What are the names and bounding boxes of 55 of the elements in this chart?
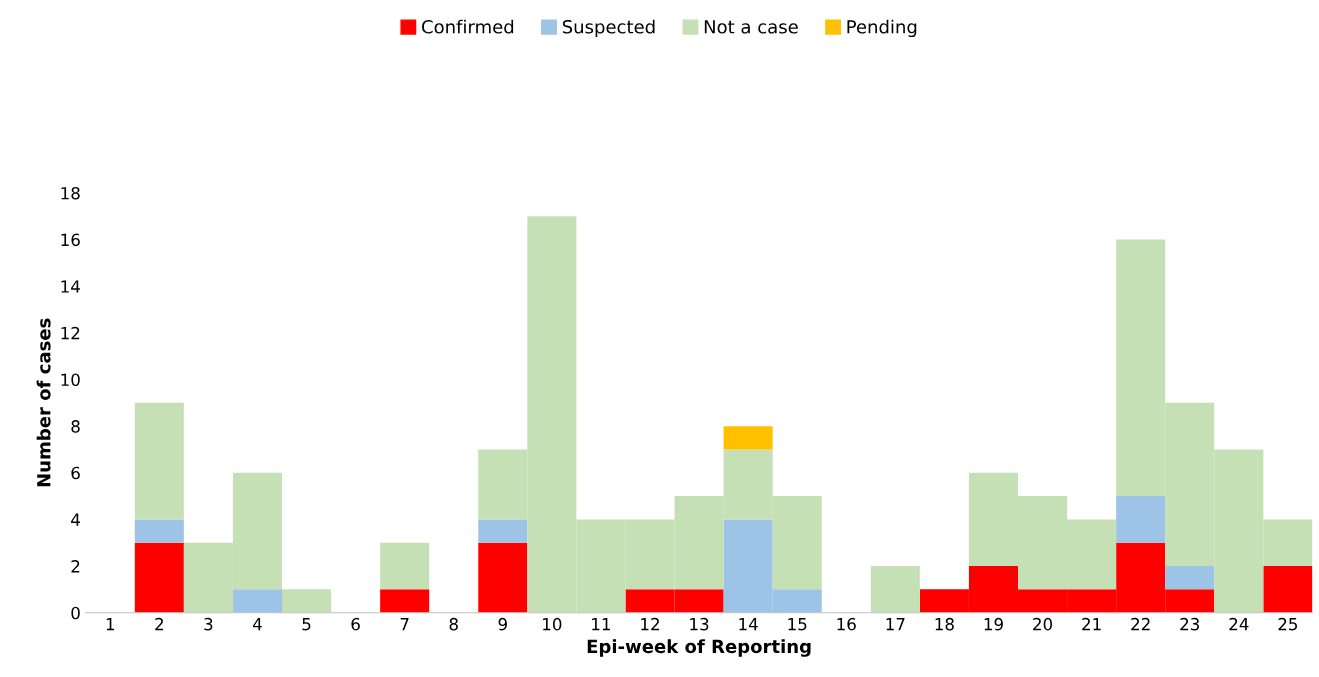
y-tick-label: 16: [61, 233, 80, 247]
bar: [870, 566, 920, 613]
x-tick-label: 2: [155, 617, 163, 631]
bar: [134, 402, 184, 520]
y-axis-title: Number of cases: [36, 318, 51, 487]
x-tick-label: 22: [1131, 617, 1150, 631]
x-tick-label: 20: [1033, 617, 1053, 631]
bar: [380, 542, 430, 590]
x-tick-label: 19: [984, 617, 1003, 631]
x-tick-label: 8: [449, 617, 458, 631]
x-tick-label: 17: [886, 618, 905, 631]
x-tick-label: 4: [252, 618, 262, 631]
bar: [478, 519, 528, 543]
bar: [380, 589, 430, 613]
y-tick-label: 18: [61, 186, 80, 200]
y-tick-label: 4: [71, 513, 80, 526]
y-tick-label: 2: [71, 560, 80, 573]
x-tick-label: 11: [592, 618, 610, 631]
bar: [1165, 566, 1215, 590]
y-tick-label: 10: [61, 373, 80, 387]
x-tick-label: 16: [837, 617, 856, 631]
bar: [134, 542, 184, 613]
x-tick-label: 5: [302, 618, 311, 631]
bar: [232, 589, 282, 613]
x-tick-label: 6: [351, 617, 360, 631]
bar: [478, 542, 528, 613]
bar: [1116, 496, 1166, 543]
x-tick-label: 10: [543, 617, 562, 631]
x-tick-label: 23: [1180, 617, 1200, 631]
x-tick-label: 24: [1229, 617, 1249, 631]
x-tick-label: 13: [690, 617, 709, 631]
legend-label: Not a case: [704, 20, 798, 34]
x-tick-label: 7: [400, 618, 409, 631]
x-tick-label: 3: [204, 617, 213, 631]
bar: [1263, 566, 1313, 613]
x-tick-label: 12: [641, 617, 659, 631]
y-tick-label: 12: [61, 326, 80, 340]
x-tick-label: 25: [1278, 617, 1298, 631]
y-tick-label: 14: [61, 280, 80, 293]
y-tick-label: 6: [71, 466, 80, 480]
x-tick-label: 1: [106, 618, 115, 631]
x-tick-label: 18: [935, 617, 954, 631]
x-axis-title: Epi-week of Reporting: [587, 639, 811, 657]
x-tick-label: 15: [788, 618, 807, 631]
bar: [282, 589, 332, 613]
bar: [723, 426, 773, 450]
y-tick-label: 8: [71, 420, 80, 433]
x-tick-label: 14: [739, 618, 758, 631]
x-tick-label: 21: [1082, 617, 1101, 631]
legend-label: Confirmed: [422, 19, 514, 34]
legend-label: Suspected: [562, 19, 655, 38]
y-tick-label: 0: [71, 606, 80, 620]
bar: [134, 519, 184, 543]
legend-label: Pending: [847, 19, 917, 38]
x-tick-label: 9: [498, 617, 507, 631]
